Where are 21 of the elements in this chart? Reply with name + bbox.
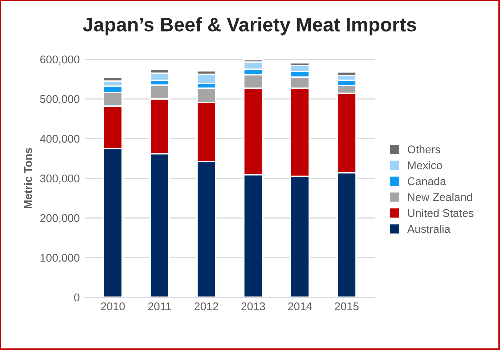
y-tick-label: 500,000 xyxy=(40,95,80,105)
y-tick-label: 400,000 xyxy=(40,135,80,144)
legend-label: Australia xyxy=(407,225,451,234)
legend-label: United States xyxy=(408,209,474,218)
x-tick-label: 2014 xyxy=(288,302,312,311)
legend-label: Mexico xyxy=(408,161,442,170)
x-tick-label: 2010 xyxy=(101,302,125,311)
y-tick-label: 300,000 xyxy=(40,174,80,184)
y-tick-label: 200,000 xyxy=(40,214,80,224)
y-tick-label: 0 xyxy=(74,294,80,302)
x-tick-label: 2013 xyxy=(242,302,266,311)
y-tick-label: 100,000 xyxy=(40,254,80,264)
y-tick-label: 600,000 xyxy=(40,56,80,65)
legend-label: New Zealand xyxy=(408,193,472,202)
y-axis-title: Metric Tons xyxy=(24,148,32,209)
x-tick-label: 2012 xyxy=(194,302,218,311)
legend-label: Canada xyxy=(408,177,446,186)
legend-label: Others xyxy=(408,145,440,154)
x-tick-label: 2011 xyxy=(148,302,172,311)
chart-title: Japan’s Beef & Variety Meat Imports xyxy=(83,18,416,36)
x-tick-label: 2015 xyxy=(335,302,359,311)
